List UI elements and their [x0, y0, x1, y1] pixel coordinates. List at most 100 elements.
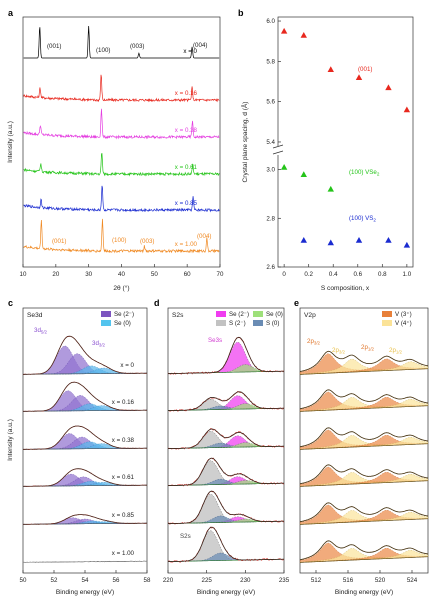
background-line	[299, 368, 429, 375]
panel-b-frame	[277, 16, 414, 268]
trace-label: x = 0.61	[112, 474, 135, 481]
x-tick-label: 70	[217, 271, 224, 278]
background-line	[299, 443, 429, 450]
y-tick-label: 2.6	[266, 264, 275, 271]
panel-a-x-label: 2θ (°)	[113, 284, 129, 292]
data-point	[385, 237, 392, 243]
peak-label-001-top: (001)	[47, 43, 61, 50]
peak-label-s2s: S2s	[180, 533, 191, 540]
y-tick-label: 5.4	[266, 139, 275, 146]
xrd-trace	[23, 218, 220, 254]
data-point	[403, 241, 411, 248]
panel-d-title: S2s	[172, 312, 184, 319]
y-tick-label: 5.6	[266, 99, 275, 106]
legend-swatch-s2-d	[216, 320, 226, 326]
x-tick-label: 220	[163, 577, 174, 584]
x-tick-label: 230	[240, 577, 251, 584]
fit-envelope	[299, 427, 429, 448]
x-tick-label: 0.2	[304, 271, 313, 278]
x-tick-label: 10	[20, 271, 27, 278]
peak-label-3d52: 3d5/2	[34, 327, 48, 335]
panel-c-letter: c	[8, 298, 13, 308]
data-point	[280, 163, 288, 170]
panel-b-points	[280, 27, 411, 248]
peak-label-2p12-v4: 2p1/2	[389, 347, 403, 355]
axis-break-mark	[272, 144, 284, 155]
peak-label-100-bottom: (100)	[112, 237, 126, 244]
peak-label-004-top: (004)	[193, 42, 207, 49]
x-tick-label: 40	[118, 271, 125, 278]
x-tick-label: 225	[202, 577, 213, 584]
trace-label: x = 0.85	[112, 512, 135, 519]
panel-a-letter: a	[8, 8, 14, 18]
peak-label-004-bottom: (004)	[197, 233, 211, 240]
x-tick-label: 60	[184, 271, 191, 278]
background-line	[299, 518, 429, 525]
panel-a-x-ticks: 10 20 30 40 50 60 70	[20, 264, 224, 278]
panel-b-x-label: S composition, x	[321, 285, 370, 292]
x-tick-label: 0.4	[329, 271, 338, 278]
fit-envelope	[167, 490, 285, 524]
xrd-trace	[23, 152, 220, 177]
x-tick-label: 0.6	[353, 271, 362, 278]
legend-swatch-se2-d	[216, 311, 226, 317]
trace-label: x = 0.38	[112, 437, 135, 444]
y-tick-label: 3.0	[266, 167, 275, 174]
x-tick-label: 235	[279, 577, 290, 584]
legend-label-v3: V (3⁺)	[395, 311, 412, 318]
panel-d-traces	[167, 336, 285, 563]
fit-envelope	[167, 391, 285, 411]
legend-swatch-v4	[382, 320, 392, 326]
panel-a-y-label: Intensity (a.u.)	[7, 121, 14, 163]
legend-label-s0-d: S (0)	[266, 320, 279, 327]
y-tick-label: 5.8	[266, 58, 275, 65]
panel-d-letter: d	[154, 298, 160, 308]
data-point	[327, 66, 334, 72]
x-tick-label: 1.0	[403, 271, 412, 278]
data-point	[280, 27, 288, 34]
x-tick-label: 524	[407, 577, 418, 584]
trace-label: x = 0.85	[175, 200, 198, 207]
label-vs2-series: (100) VS2	[349, 215, 376, 223]
peak-label-001-bottom: (001)	[52, 238, 66, 245]
panel-c-y-label: Intensity (a.u.)	[7, 419, 14, 461]
x-tick-label: 520	[375, 577, 386, 584]
xrd-trace	[23, 25, 220, 59]
fit-envelope	[167, 526, 285, 562]
fit-envelope	[299, 502, 429, 523]
panel-c-title: Se3d	[27, 312, 43, 319]
legend-label-v4: V (4⁺)	[395, 320, 412, 327]
legend-label-s2-d: S (2⁻)	[229, 320, 246, 327]
xrd-trace	[23, 108, 220, 140]
panel-a-traces	[23, 25, 220, 254]
panel-d-x-ticks: 220 225 230 235	[163, 570, 290, 584]
panel-c-traces: x = 0 x = 0.16 x = 0.38 x = 0.61 x = 0.85 x =…	[22, 335, 148, 563]
legend-swatch-v3	[382, 311, 392, 317]
legend-swatch-s0-d	[253, 320, 263, 326]
trace-label: x = 0.16	[175, 90, 198, 97]
panel-e-traces	[299, 350, 429, 563]
data-point	[355, 237, 363, 243]
background-line	[299, 556, 429, 563]
peak-label-3d32: 3d3/2	[92, 340, 106, 348]
legend-swatch-se0-c	[101, 320, 111, 326]
legend-label-se2-c: Se (2⁻)	[114, 311, 134, 318]
x-tick-label: 56	[113, 577, 120, 584]
x-tick-label: 0	[282, 271, 286, 278]
panel-c-x-ticks: 50 52 54 56 58	[20, 570, 151, 584]
panel-e: e V2p V (3⁺) V (4⁺) 2p3/2 2p3/2 2p1/2 2p…	[294, 298, 429, 596]
peak-label-2p12-v3: 2p1/2	[361, 344, 375, 352]
panel-d-frame	[167, 307, 285, 574]
axis-break-mask	[273, 146, 283, 155]
legend-label-se0-c: Se (0)	[114, 320, 131, 327]
peak-label-003-top: (003)	[130, 43, 144, 50]
data-point	[403, 106, 411, 113]
x-tick-label: 512	[311, 577, 322, 584]
legend-label-se2-d: Se (2⁻)	[229, 311, 249, 318]
panel-e-letter: e	[294, 298, 299, 308]
y-tick-label: 2.8	[266, 215, 275, 222]
trace-label: x = 1.00	[175, 241, 198, 248]
legend-swatch-se2-c	[101, 311, 111, 317]
x-tick-label: 50	[151, 271, 158, 278]
